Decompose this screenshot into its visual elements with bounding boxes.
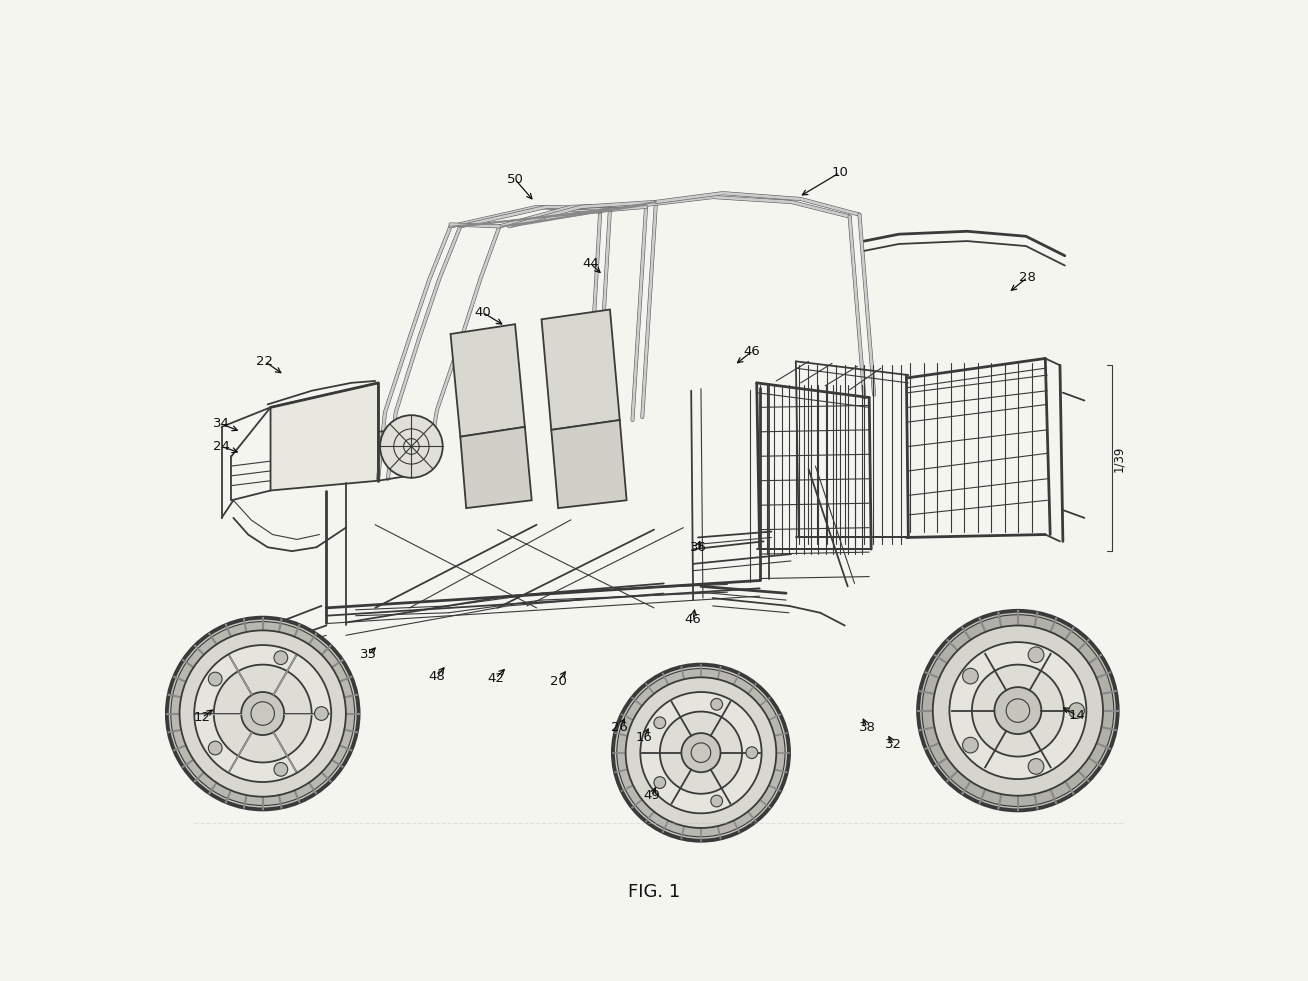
Text: 36: 36 <box>689 541 706 553</box>
Circle shape <box>1028 646 1044 662</box>
Circle shape <box>963 668 978 684</box>
Circle shape <box>746 747 757 758</box>
Text: 38: 38 <box>859 721 875 734</box>
Text: 12: 12 <box>194 711 211 724</box>
Text: 24: 24 <box>213 440 230 453</box>
Text: 10: 10 <box>832 166 849 180</box>
Circle shape <box>617 668 785 837</box>
Text: 35: 35 <box>360 648 377 661</box>
Circle shape <box>922 615 1114 806</box>
Circle shape <box>681 733 721 772</box>
Polygon shape <box>460 427 532 508</box>
Circle shape <box>314 706 328 720</box>
Text: 50: 50 <box>506 173 523 186</box>
Polygon shape <box>450 324 525 437</box>
Text: 16: 16 <box>636 731 653 744</box>
Polygon shape <box>542 310 620 430</box>
Circle shape <box>208 672 222 686</box>
Circle shape <box>213 664 311 762</box>
Circle shape <box>659 711 742 794</box>
Text: 22: 22 <box>256 355 273 368</box>
Circle shape <box>208 742 222 755</box>
Circle shape <box>710 698 722 710</box>
Circle shape <box>171 622 354 805</box>
Text: 42: 42 <box>487 672 504 685</box>
Text: 34: 34 <box>213 418 230 431</box>
Text: 44: 44 <box>582 257 599 270</box>
Text: 20: 20 <box>549 675 566 688</box>
Circle shape <box>972 664 1063 756</box>
Circle shape <box>273 762 288 776</box>
Text: 46: 46 <box>743 345 760 358</box>
Circle shape <box>1069 702 1084 718</box>
Polygon shape <box>551 420 627 508</box>
Text: 49: 49 <box>644 789 661 802</box>
Text: 40: 40 <box>475 306 492 319</box>
Text: 28: 28 <box>1019 271 1036 284</box>
Circle shape <box>613 664 789 841</box>
Text: 14: 14 <box>1069 709 1086 722</box>
Text: 1/39: 1/39 <box>1112 446 1125 473</box>
Circle shape <box>179 631 345 797</box>
Circle shape <box>381 415 442 478</box>
Text: FIG. 1: FIG. 1 <box>628 883 680 901</box>
Circle shape <box>710 796 722 807</box>
Text: 26: 26 <box>611 721 628 734</box>
Circle shape <box>273 650 288 664</box>
Circle shape <box>641 692 761 813</box>
Circle shape <box>625 677 776 828</box>
Circle shape <box>241 692 284 735</box>
Circle shape <box>950 643 1087 779</box>
Text: 32: 32 <box>886 739 903 751</box>
Circle shape <box>933 626 1103 796</box>
Text: 46: 46 <box>685 613 701 626</box>
Polygon shape <box>271 383 378 490</box>
Circle shape <box>994 687 1041 734</box>
Circle shape <box>654 717 666 729</box>
Circle shape <box>1028 758 1044 774</box>
Text: 48: 48 <box>429 670 445 683</box>
Circle shape <box>654 777 666 789</box>
Circle shape <box>167 618 358 809</box>
Circle shape <box>918 611 1117 810</box>
Circle shape <box>194 645 331 782</box>
Circle shape <box>963 738 978 753</box>
